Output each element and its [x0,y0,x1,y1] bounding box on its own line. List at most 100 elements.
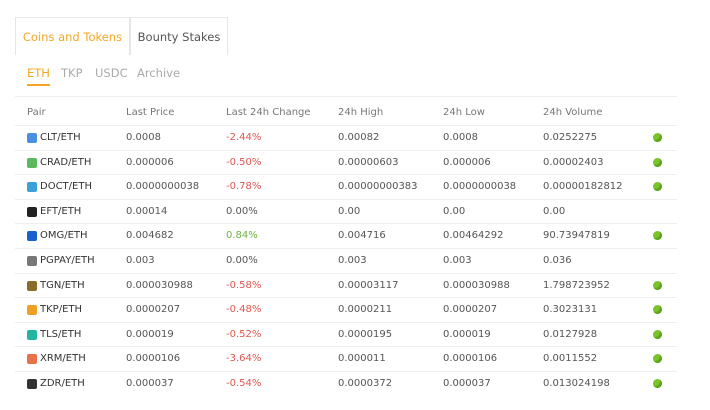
pair-name[interactable]: CRAD/ETH [40,156,92,168]
table-cell: 0.003 [338,255,367,266]
table-cell: -0.78% [226,181,262,193]
pair-icon [27,231,37,242]
row-divider [15,346,677,348]
table-cell: 0.00000182812 [543,181,623,193]
pair-name[interactable]: CLT/ETH [40,132,81,143]
column-header: 24h Low [443,107,485,118]
table-cell: 0.0000106 [126,353,181,365]
table-cell: 0.0000000038 [126,181,200,193]
table-cell: 0.036 [543,255,572,266]
row-divider [15,321,677,323]
row-divider [15,371,677,372]
pair-icon [27,329,37,340]
pair-icon [27,182,37,193]
table-cell: 0.000006 [126,156,174,168]
table-cell: 0.00464292 [443,230,504,242]
table-cell: 0.000006 [443,156,491,168]
table-cell: 0.00000603 [338,156,399,168]
status-icon [653,133,662,142]
row-divider [15,272,677,274]
table-cell: 0.0000207 [126,304,181,316]
table-cell: 0.000037 [443,378,491,389]
row-divider [15,149,677,151]
pair-icon [27,354,37,365]
status-icon [653,231,662,241]
table-cell: 0.00% [226,255,258,266]
table-cell: 0.0000207 [443,304,498,316]
pair-name[interactable]: TGN/ETH [40,279,85,291]
table-cell: 0.0252275 [543,132,598,143]
table-cell: 0.0000372 [338,378,393,389]
pair-name[interactable]: PGPAY/ETH [40,255,95,266]
pair-name[interactable]: TLS/ETH [40,328,82,340]
subtab[interactable]: USDC [95,66,128,80]
tab[interactable]: Coins and Tokens [15,17,130,55]
status-icon [653,157,662,167]
table-cell: 0.003 [126,255,155,266]
pair-icon [27,256,37,266]
table-cell: 0.00 [338,205,361,217]
tab[interactable]: Bounty Stakes [130,17,228,55]
table-cell: 0.0008 [443,132,478,143]
table-cell: 0.0011552 [543,353,598,365]
table-cell: -0.58% [226,279,262,291]
table-cell: 0.00 [443,205,466,217]
table-cell: 0.00082 [338,132,380,143]
pair-name[interactable]: EFT/ETH [40,205,82,217]
status-icon [653,329,662,339]
table-cell: 0.3023131 [543,304,598,316]
table-cell: 0.004682 [126,230,174,242]
table-cell: 0.000019 [126,328,174,340]
pair-icon [27,379,37,389]
table-cell: -3.64% [226,353,262,365]
tabs-divider [15,96,677,97]
table-cell: 0.000030988 [126,279,193,291]
table-cell: 0.013024198 [543,378,610,389]
table-cell: 0.00003117 [338,279,399,291]
row-divider [15,248,677,249]
subtab[interactable]: ETH [27,66,50,86]
table-cell: 0.0000106 [443,353,498,365]
row-divider [15,297,677,299]
column-header: Last 24h Change [226,107,311,118]
table-cell: -0.54% [226,378,262,389]
pair-icon [27,280,37,291]
pair-name[interactable]: OMG/ETH [40,230,88,242]
row-divider [15,198,677,200]
pair-icon [27,206,37,217]
table-cell: -0.52% [226,328,262,340]
table-cell: 0.0000211 [338,304,393,316]
table-cell: 0.000011 [338,353,386,365]
table-cell: 90.73947819 [543,230,610,242]
status-icon [653,354,662,364]
pair-icon [27,157,37,168]
status-icon [653,182,662,192]
table-cell: -2.44% [226,132,262,143]
pair-name[interactable]: XRM/ETH [40,353,86,365]
row-divider [15,125,677,126]
pair-icon [27,133,37,143]
pair-name[interactable]: ZDR/ETH [40,378,85,389]
table-cell: 0.00014 [126,205,168,217]
subtab[interactable]: TKP [61,66,83,80]
table-cell: 0.00% [226,205,258,217]
table-cell: 0.000019 [443,328,491,340]
table-cell: -0.48% [226,304,262,316]
subtab[interactable]: Archive [137,66,181,80]
table-cell: 0.00 [543,205,566,217]
column-header: Last Price [126,107,175,118]
table-cell: 0.000030988 [443,279,510,291]
table-cell: 0.000037 [126,378,174,389]
pair-name[interactable]: TKP/ETH [40,304,83,316]
row-divider [15,174,677,176]
row-divider [15,223,677,225]
status-icon [653,305,662,315]
table-cell: 0.00002403 [543,156,604,168]
table-cell: 0.0000000038 [443,181,517,193]
table-cell: 0.0000195 [338,328,393,340]
status-icon [653,379,662,388]
pair-name[interactable]: DOCT/ETH [40,181,92,193]
table-cell: 0.004716 [338,230,386,242]
table-cell: 0.0127928 [543,328,598,340]
